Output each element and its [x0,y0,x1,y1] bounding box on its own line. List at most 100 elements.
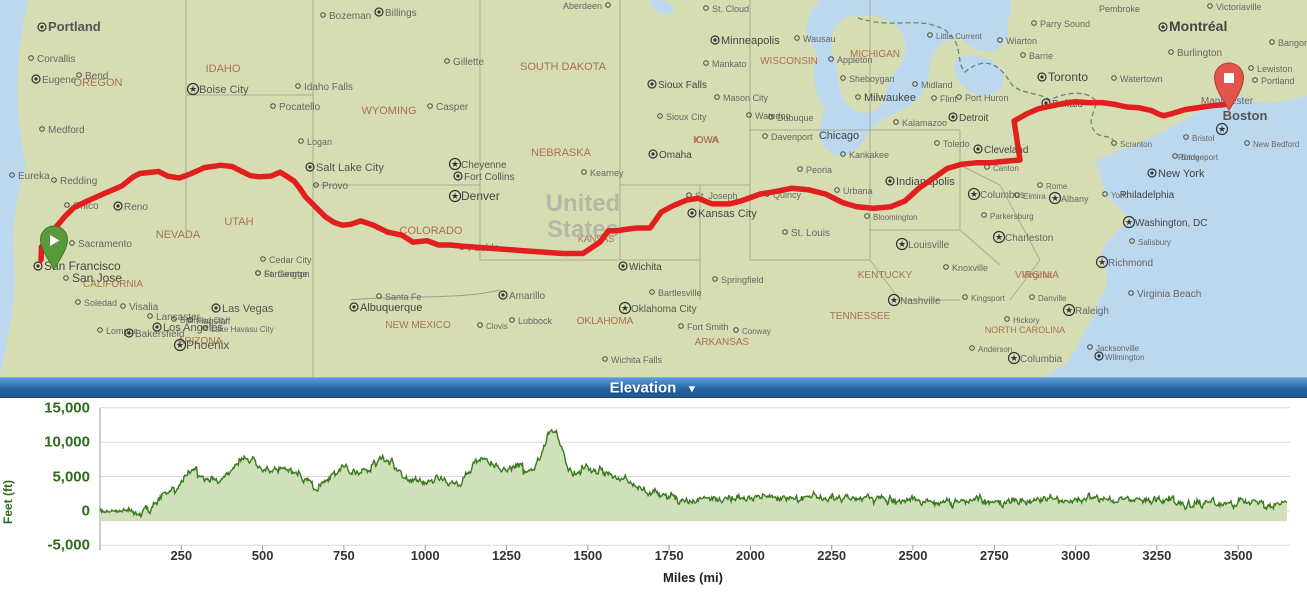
svg-text:UTAH: UTAH [224,216,253,228]
svg-text:Montréal: Montréal [1169,18,1227,34]
svg-text:WISCONSIN: WISCONSIN [760,56,818,67]
svg-text:Parry Sound: Parry Sound [1040,19,1090,29]
svg-text:Cedar City: Cedar City [269,255,312,265]
svg-text:Peoria: Peoria [806,165,832,175]
svg-text:St. Cloud: St. Cloud [712,4,749,14]
svg-text:Phoenix: Phoenix [186,338,229,352]
svg-text:Virginia Beach: Virginia Beach [1137,289,1201,300]
svg-text:Lompoc: Lompoc [106,326,139,336]
svg-text:Wiarton: Wiarton [1006,36,1037,46]
svg-text:Virginia: Virginia [1022,270,1052,280]
svg-text:Wilmington: Wilmington [1105,353,1145,362]
svg-text:Louisville: Louisville [908,240,950,251]
svg-text:Corvallis: Corvallis [37,54,75,65]
svg-text:★: ★ [995,232,1003,242]
svg-text:Eureka: Eureka [18,171,50,182]
svg-text:Bozeman: Bozeman [329,11,371,22]
svg-text:Anderson: Anderson [978,345,1012,354]
svg-text:Santa Fe: Santa Fe [385,292,422,302]
svg-text:Idaho Falls: Idaho Falls [304,82,353,93]
svg-text:NEW MEXICO: NEW MEXICO [385,320,451,331]
svg-text:★: ★ [1125,217,1133,227]
svg-text:MINNESOTA: MINNESOTA [668,0,733,3]
svg-text:★: ★ [1098,257,1106,267]
svg-text:Columbia: Columbia [1020,354,1063,365]
svg-text:Redding: Redding [60,176,97,187]
svg-text:Milwaukee: Milwaukee [864,92,916,104]
svg-text:Rome: Rome [1178,153,1200,162]
svg-text:Mankato: Mankato [712,59,747,69]
svg-text:★: ★ [621,303,629,313]
svg-text:Burlington: Burlington [1177,48,1222,59]
svg-text:KENTUCKY: KENTUCKY [858,270,913,281]
svg-text:Sacramento: Sacramento [78,239,132,250]
svg-text:Canton: Canton [993,164,1019,173]
svg-text:Bartlesville: Bartlesville [658,288,702,298]
svg-text:Sheboygan: Sheboygan [849,74,895,84]
svg-text:ARKANSAS: ARKANSAS [695,337,750,348]
svg-text:Barrie: Barrie [1029,51,1053,61]
svg-text:Dubuque: Dubuque [777,113,814,123]
svg-text:Salisbury: Salisbury [1138,238,1171,247]
svg-text:★: ★ [189,84,197,94]
svg-text:CALIFORNIA: CALIFORNIA [83,279,143,290]
svg-text:Watertown: Watertown [1120,74,1163,84]
svg-text:★: ★ [898,239,906,249]
svg-text:Cheyenne: Cheyenne [461,160,507,171]
svg-text:Salt Lake City: Salt Lake City [316,162,384,174]
svg-text:Clovis: Clovis [486,322,508,331]
svg-text:Denver: Denver [461,189,500,203]
svg-text:Reno: Reno [124,202,148,213]
svg-text:★: ★ [1051,193,1059,203]
svg-text:OKLAHOMA: OKLAHOMA [577,316,634,327]
svg-text:Fort Collins: Fort Collins [464,172,515,183]
svg-text:Sioux City: Sioux City [666,112,707,122]
svg-text:Casper: Casper [436,102,469,113]
svg-text:Eugene: Eugene [42,75,77,86]
svg-text:Mason City: Mason City [723,93,769,103]
svg-text:NEVADA: NEVADA [156,229,201,241]
svg-text:Columbus: Columbus [980,190,1025,201]
svg-text:IOWA: IOWA [693,135,720,146]
svg-text:Billings: Billings [385,8,417,19]
svg-text:Urbana: Urbana [843,186,873,196]
svg-text:Little Current: Little Current [936,32,983,41]
svg-text:Gillette: Gillette [453,57,485,68]
svg-text:Chicago: Chicago [819,130,859,142]
svg-text:Victoriaville: Victoriaville [1216,2,1261,12]
svg-text:Provo: Provo [322,181,349,192]
svg-text:Albuquerque: Albuquerque [360,302,422,314]
svg-text:★: ★ [1218,124,1226,134]
svg-text:Kearney: Kearney [590,168,624,178]
svg-text:★: ★ [451,159,459,169]
svg-text:★: ★ [176,340,184,350]
svg-text:Knoxville: Knoxville [952,263,988,273]
svg-text:Sioux Falls: Sioux Falls [658,80,707,91]
svg-text:Davenport: Davenport [771,132,813,142]
svg-text:MICHIGAN: MICHIGAN [850,49,900,60]
svg-text:Kalamazoo: Kalamazoo [902,118,947,128]
svg-text:IDAHO: IDAHO [206,63,241,75]
svg-text:Toledo: Toledo [943,139,970,149]
svg-text:★: ★ [970,189,978,199]
svg-text:Charleston: Charleston [1005,233,1053,244]
svg-text:★: ★ [1010,353,1018,363]
svg-text:Pocatello: Pocatello [279,102,321,113]
svg-text:NORTH CAROLINA: NORTH CAROLINA [985,325,1065,335]
svg-text:WYOMING: WYOMING [362,105,417,117]
svg-text:Wausau: Wausau [803,34,836,44]
svg-text:Kankakee: Kankakee [849,150,889,160]
svg-text:OREGON: OREGON [74,77,123,89]
svg-text:NEBRASKA: NEBRASKA [531,147,592,159]
svg-text:New York: New York [1158,168,1205,180]
svg-text:Scranton: Scranton [1120,140,1152,149]
svg-text:COLORADO: COLORADO [400,225,463,237]
svg-text:Toronto: Toronto [1048,70,1088,84]
svg-text:Danville: Danville [1038,294,1067,303]
svg-text:Visalia: Visalia [129,302,159,313]
svg-text:Nashville: Nashville [900,296,941,307]
svg-text:Las Vegas: Las Vegas [222,303,274,315]
svg-text:Port Huron: Port Huron [965,93,1009,103]
svg-text:Portland: Portland [48,19,101,34]
svg-text:Rome: Rome [1046,182,1068,191]
